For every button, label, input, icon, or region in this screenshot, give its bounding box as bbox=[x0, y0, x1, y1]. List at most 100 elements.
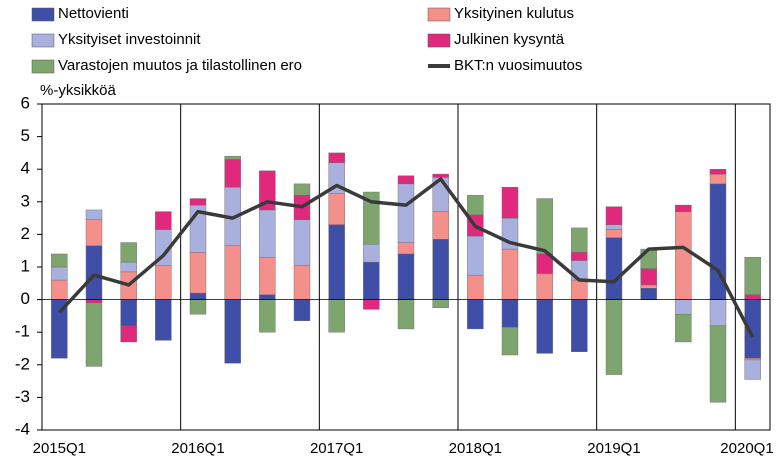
bar-segment bbox=[571, 299, 588, 352]
bar-segment bbox=[744, 358, 761, 361]
bar-segment bbox=[189, 299, 207, 315]
bar-segment bbox=[501, 327, 519, 356]
bar-segment bbox=[709, 173, 727, 185]
bar-segment bbox=[675, 211, 692, 300]
y-tick-label: 3 bbox=[21, 191, 30, 210]
y-tick-label: -4 bbox=[15, 419, 30, 438]
y-axis-label: %-yksikköä bbox=[40, 82, 117, 99]
bar-segment bbox=[675, 204, 692, 212]
bar-segment bbox=[224, 245, 241, 300]
bar-segment bbox=[397, 175, 415, 185]
bar-segment bbox=[259, 294, 276, 300]
bar-segment bbox=[328, 299, 345, 333]
bar-segment bbox=[605, 206, 623, 225]
bar-segment bbox=[85, 302, 103, 367]
bar-segment bbox=[293, 183, 311, 196]
bar-segment bbox=[224, 155, 241, 160]
bar-segment bbox=[293, 299, 311, 321]
bar-segment bbox=[120, 261, 137, 273]
bar-segment bbox=[467, 235, 484, 276]
bar-segment bbox=[640, 284, 657, 289]
y-tick-label: 1 bbox=[21, 256, 30, 275]
bar-segment bbox=[467, 274, 484, 300]
bar-segment bbox=[259, 209, 276, 258]
legend-label: Julkinen kysyntä bbox=[454, 31, 565, 48]
x-tick-label: 2020Q1 bbox=[720, 440, 773, 457]
bar-segment bbox=[224, 159, 241, 188]
bar-segment bbox=[328, 152, 345, 163]
bar-segment bbox=[363, 191, 380, 245]
legend-label: Yksityiset investoinnit bbox=[58, 31, 201, 48]
bar-segment bbox=[397, 299, 415, 330]
bar-segment bbox=[675, 314, 692, 343]
legend-swatch bbox=[31, 7, 55, 22]
bar-segment bbox=[640, 268, 657, 286]
y-tick-label: 4 bbox=[21, 159, 30, 178]
bar-segment bbox=[120, 299, 137, 326]
bar-segment bbox=[155, 265, 172, 300]
bar-segment bbox=[155, 211, 172, 230]
bar-segment bbox=[605, 224, 623, 230]
bar-segment bbox=[397, 183, 415, 243]
bar-segment bbox=[189, 292, 207, 300]
bar-segment bbox=[536, 273, 553, 300]
bar-segment bbox=[363, 243, 380, 263]
y-tick-label: -2 bbox=[15, 354, 30, 373]
bar-segment bbox=[363, 299, 380, 310]
bar-segment bbox=[259, 170, 276, 211]
y-tick-label: 0 bbox=[21, 289, 30, 308]
bar-segment bbox=[363, 261, 380, 300]
bar-segment bbox=[744, 257, 761, 295]
legend-swatch bbox=[31, 59, 55, 74]
x-tick-label: 2016Q1 bbox=[171, 440, 224, 457]
bar-segment bbox=[51, 253, 68, 268]
bar-segment bbox=[675, 299, 692, 315]
bar-segment bbox=[744, 294, 761, 300]
legend-label: Yksityinen kulutus bbox=[454, 5, 574, 22]
legend-swatch bbox=[427, 7, 451, 22]
bar-segment bbox=[85, 209, 103, 220]
bar-segment bbox=[709, 299, 727, 326]
bar-segment bbox=[467, 299, 484, 330]
bar-segment bbox=[397, 253, 415, 300]
bkt-line bbox=[58, 177, 755, 338]
bar-segment bbox=[640, 287, 657, 300]
legend-label: Varastojen muutos ja tilastollinen ero bbox=[58, 57, 302, 74]
bar-segment bbox=[501, 299, 519, 328]
bar-segment bbox=[432, 173, 449, 178]
bar-segment bbox=[536, 198, 553, 255]
bar-segment bbox=[120, 242, 137, 263]
bar-segment bbox=[709, 325, 727, 403]
bar-segment bbox=[259, 299, 276, 333]
bar-segment bbox=[571, 227, 588, 253]
bar-segment bbox=[501, 186, 519, 219]
bar-segment bbox=[85, 219, 103, 247]
y-tick-label: 5 bbox=[21, 126, 30, 145]
bar-segment bbox=[293, 265, 311, 300]
bar-segment bbox=[536, 299, 553, 354]
bar-segment bbox=[605, 229, 623, 238]
bar-segment bbox=[51, 279, 68, 300]
bar-segment bbox=[432, 211, 449, 240]
bar-segment bbox=[120, 325, 137, 343]
legend-swatch bbox=[427, 33, 451, 48]
bar-segment bbox=[189, 252, 207, 294]
legend-label: BKT:n vuosimuutos bbox=[454, 57, 582, 74]
plot-frame bbox=[41, 103, 771, 431]
bar-segment bbox=[432, 239, 449, 300]
bar-segment bbox=[605, 237, 623, 300]
bar-segment bbox=[605, 299, 623, 375]
bar-segment bbox=[85, 245, 103, 300]
x-tick-label: 2015Q1 bbox=[33, 440, 86, 457]
bar-segment bbox=[155, 299, 172, 341]
bar-segment bbox=[571, 252, 588, 261]
bar-segment bbox=[397, 242, 415, 255]
bar-segment bbox=[744, 359, 761, 380]
y-tick-label: 6 bbox=[21, 93, 30, 112]
x-tick-label: 2018Q1 bbox=[449, 440, 502, 457]
x-tick-label: 2017Q1 bbox=[310, 440, 363, 457]
y-tick-label: 2 bbox=[21, 224, 30, 243]
bar-segment bbox=[189, 198, 207, 206]
bar-segment bbox=[259, 257, 276, 295]
bar-segment bbox=[501, 248, 519, 300]
